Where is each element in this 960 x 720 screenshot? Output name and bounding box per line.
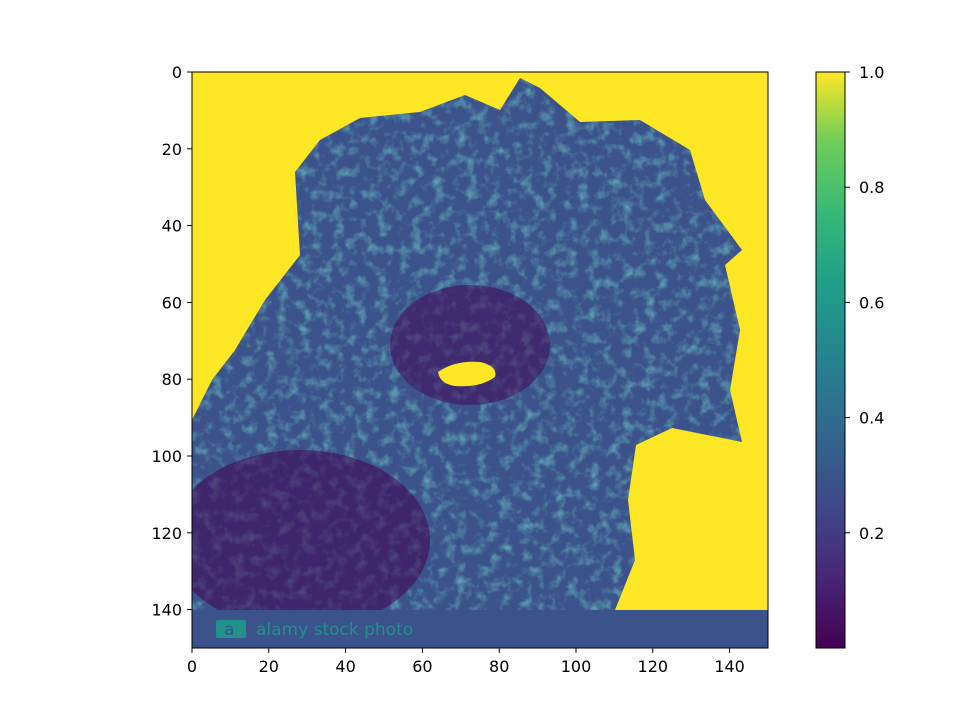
colorbar-tick-label: 0.8 <box>859 178 884 197</box>
tongue-highlight <box>438 361 496 387</box>
heatmap-image: a alamy stock photo <box>192 72 768 648</box>
x-axis: 0 20 40 60 80 100 120 140 <box>187 648 745 676</box>
watermark-text: alamy stock photo <box>256 620 413 640</box>
x-tick-label: 120 <box>638 657 669 676</box>
colorbar-tick-label: 0.6 <box>859 293 884 312</box>
y-tick-label: 40 <box>162 217 182 236</box>
x-tick-label: 0 <box>187 657 197 676</box>
colorbar <box>816 72 845 648</box>
y-tick-label: 140 <box>151 601 182 620</box>
x-tick-label: 80 <box>489 657 509 676</box>
colorbar-tick-label: 0.4 <box>859 409 884 428</box>
x-tick-label: 60 <box>412 657 432 676</box>
y-tick-label: 120 <box>151 524 182 543</box>
colorbar-tick-label: 0.2 <box>859 524 884 543</box>
watermark-logo <box>216 620 246 638</box>
x-tick-label: 100 <box>561 657 592 676</box>
y-tick-label: 20 <box>162 140 182 159</box>
colorbar-frame <box>815 71 846 649</box>
x-tick-label: 140 <box>714 657 745 676</box>
y-tick-label: 0 <box>172 63 182 82</box>
y-tick-label: 60 <box>162 293 182 312</box>
watermark-banner <box>192 610 768 648</box>
y-tick-label: 100 <box>151 447 182 466</box>
x-tick-label: 20 <box>259 657 279 676</box>
watermark-logo-letter: a <box>224 620 234 640</box>
y-tick-label: 80 <box>162 370 182 389</box>
y-axis: 0 20 40 60 80 100 120 140 <box>151 63 192 620</box>
colorbar-axis: 0.2 0.4 0.6 0.8 1.0 <box>845 63 884 543</box>
colorbar-tick-label: 1.0 <box>859 63 884 82</box>
plot-frame <box>191 71 769 649</box>
x-tick-label: 40 <box>335 657 355 676</box>
